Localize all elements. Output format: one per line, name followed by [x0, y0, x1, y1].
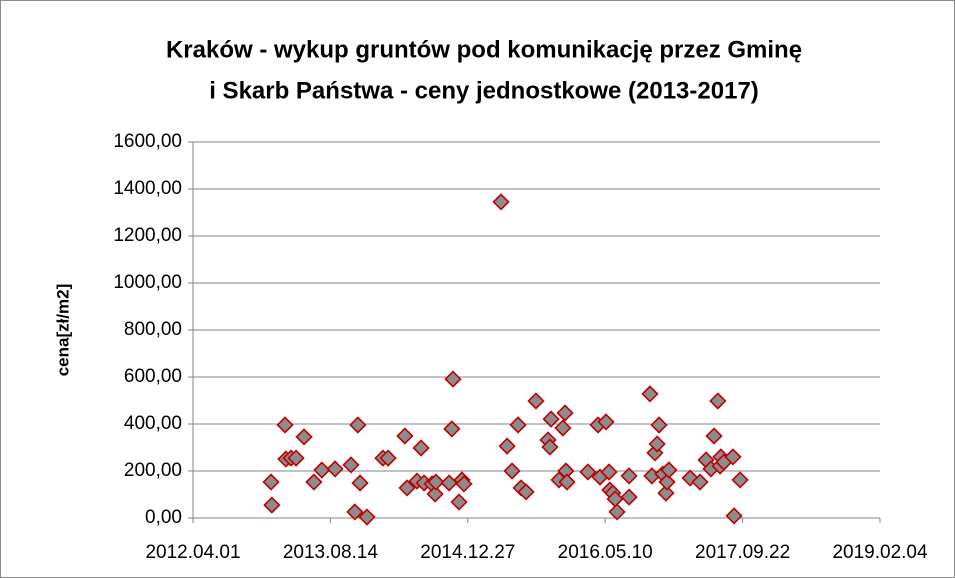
marker [295, 428, 313, 446]
marker [579, 463, 597, 481]
marker [287, 449, 305, 467]
marker [660, 461, 678, 479]
marker [554, 419, 572, 437]
marker [527, 392, 545, 410]
x-tick-label: 2019.02.04 [832, 542, 928, 563]
x-tick-label: 2012.04.01 [145, 542, 240, 563]
x-tick-label: 2014.12.27 [420, 542, 515, 563]
marker [542, 410, 560, 428]
y-tick-label: 1000,00 [113, 272, 182, 293]
marker [398, 479, 416, 497]
marker [443, 420, 461, 438]
marker [349, 416, 367, 434]
y-tick-label: 200,00 [124, 460, 182, 481]
marker [725, 507, 743, 525]
marker [541, 438, 559, 456]
x-tick-label: 2016.05.10 [558, 542, 653, 563]
marker [691, 473, 709, 491]
marker [412, 439, 430, 457]
y-tick-label: 400,00 [124, 413, 182, 434]
marker [600, 463, 618, 481]
chart-title-line: Kraków - wykup gruntów pod komunikację p… [166, 36, 802, 63]
marker [724, 448, 742, 466]
marker [731, 471, 749, 489]
marker [346, 503, 364, 521]
marker [705, 427, 723, 445]
marker [444, 370, 462, 388]
marker [426, 485, 444, 503]
marker [709, 392, 727, 410]
marker [455, 475, 473, 493]
marker [313, 461, 331, 479]
marker [556, 404, 574, 422]
x-tick-label: 2017.09.22 [695, 542, 790, 563]
y-tick-label: 1200,00 [113, 225, 182, 246]
y-tick-label: 600,00 [124, 366, 182, 387]
marker [620, 467, 638, 485]
marker [620, 488, 638, 506]
marker [650, 416, 668, 434]
marker [608, 503, 626, 521]
marker [558, 473, 576, 491]
marker [276, 416, 294, 434]
marker [379, 449, 397, 467]
marker [326, 460, 344, 478]
marker [509, 416, 527, 434]
marker [498, 437, 516, 455]
marker [262, 473, 280, 491]
y-tick-label: 1600,00 [113, 131, 182, 152]
marker [648, 435, 666, 453]
marker [657, 484, 675, 502]
marker [396, 427, 414, 445]
marker [342, 456, 360, 474]
x-tick-label: 2013.08.14 [283, 542, 379, 563]
marker [450, 493, 468, 511]
y-axis-label: cena[zł/m2] [53, 284, 72, 377]
marker [305, 473, 323, 491]
y-tick-label: 1400,00 [113, 178, 182, 199]
marker [263, 496, 281, 514]
y-tick-label: 800,00 [124, 319, 182, 340]
marker [492, 193, 510, 211]
marker [503, 462, 521, 480]
y-tick-label: 0,00 [145, 507, 182, 528]
marker [427, 473, 445, 491]
marker [641, 385, 659, 403]
marker [358, 508, 376, 526]
marker [351, 474, 369, 492]
marker [517, 483, 535, 501]
marker [597, 413, 615, 431]
chart-title-line: i Skarb Państwa - ceny jednostkowe (2013… [209, 77, 759, 104]
marker [658, 473, 676, 491]
